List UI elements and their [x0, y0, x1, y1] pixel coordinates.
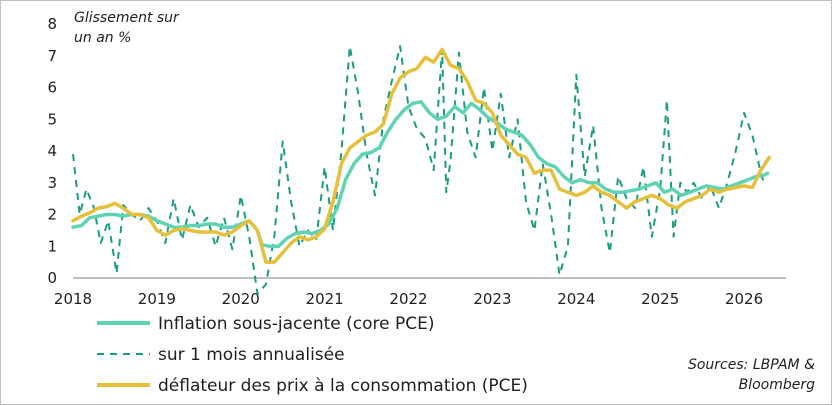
x-tick-label: 2018: [54, 290, 92, 308]
legend-label-3: déflateur des prix à la consommation (PC…: [158, 376, 528, 396]
x-tick-label: 2023: [473, 290, 511, 308]
x-tick-label: 2021: [306, 290, 344, 308]
x-tick-label: 2019: [138, 290, 176, 308]
y-axis-title: Glissement sur un an %: [74, 10, 180, 46]
y-tick-label: 7: [47, 47, 57, 65]
series-line-3: [71, 47, 771, 264]
y-tick-label: 4: [47, 142, 57, 160]
legend: Inflation sous-jacente (core PCE) sur 1 m…: [97, 314, 528, 396]
y-axis-ticks: 0 1 2 3 4 5 6 7 8: [47, 15, 57, 287]
y-tick-label: 5: [47, 110, 57, 128]
series-line-2: [72, 45, 766, 295]
x-tick-label: 2025: [641, 290, 679, 308]
y-tick-label: 1: [47, 237, 57, 255]
series-line-1: [71, 100, 770, 249]
source-note: Sources: LBPAM & Bloomberg: [688, 357, 815, 393]
y-tick-label: 8: [47, 15, 57, 33]
legend-label-1: Inflation sous-jacente (core PCE): [158, 314, 435, 334]
source-line-1: Sources: LBPAM &: [688, 357, 815, 373]
y-axis-title-line-2: un an %: [74, 30, 131, 46]
x-tick-label: 2020: [222, 290, 260, 308]
source-line-2: Bloomberg: [739, 377, 816, 393]
x-axis: 2018 2019 2020 2021 2022 2023 2024 2025 2026: [54, 277, 786, 308]
x-tick-label: 2024: [557, 290, 595, 308]
y-axis-title-line-1: Glissement sur: [74, 10, 180, 26]
legend-label-2: sur 1 mois annualisée: [158, 345, 345, 365]
x-tick-label: 2022: [389, 290, 427, 308]
series-layer: [71, 45, 771, 295]
y-tick-label: 3: [47, 174, 57, 192]
y-tick-label: 0: [47, 269, 57, 287]
y-tick-label: 6: [47, 79, 57, 97]
x-tick-label: 2026: [725, 290, 763, 308]
y-tick-label: 2: [47, 206, 57, 224]
